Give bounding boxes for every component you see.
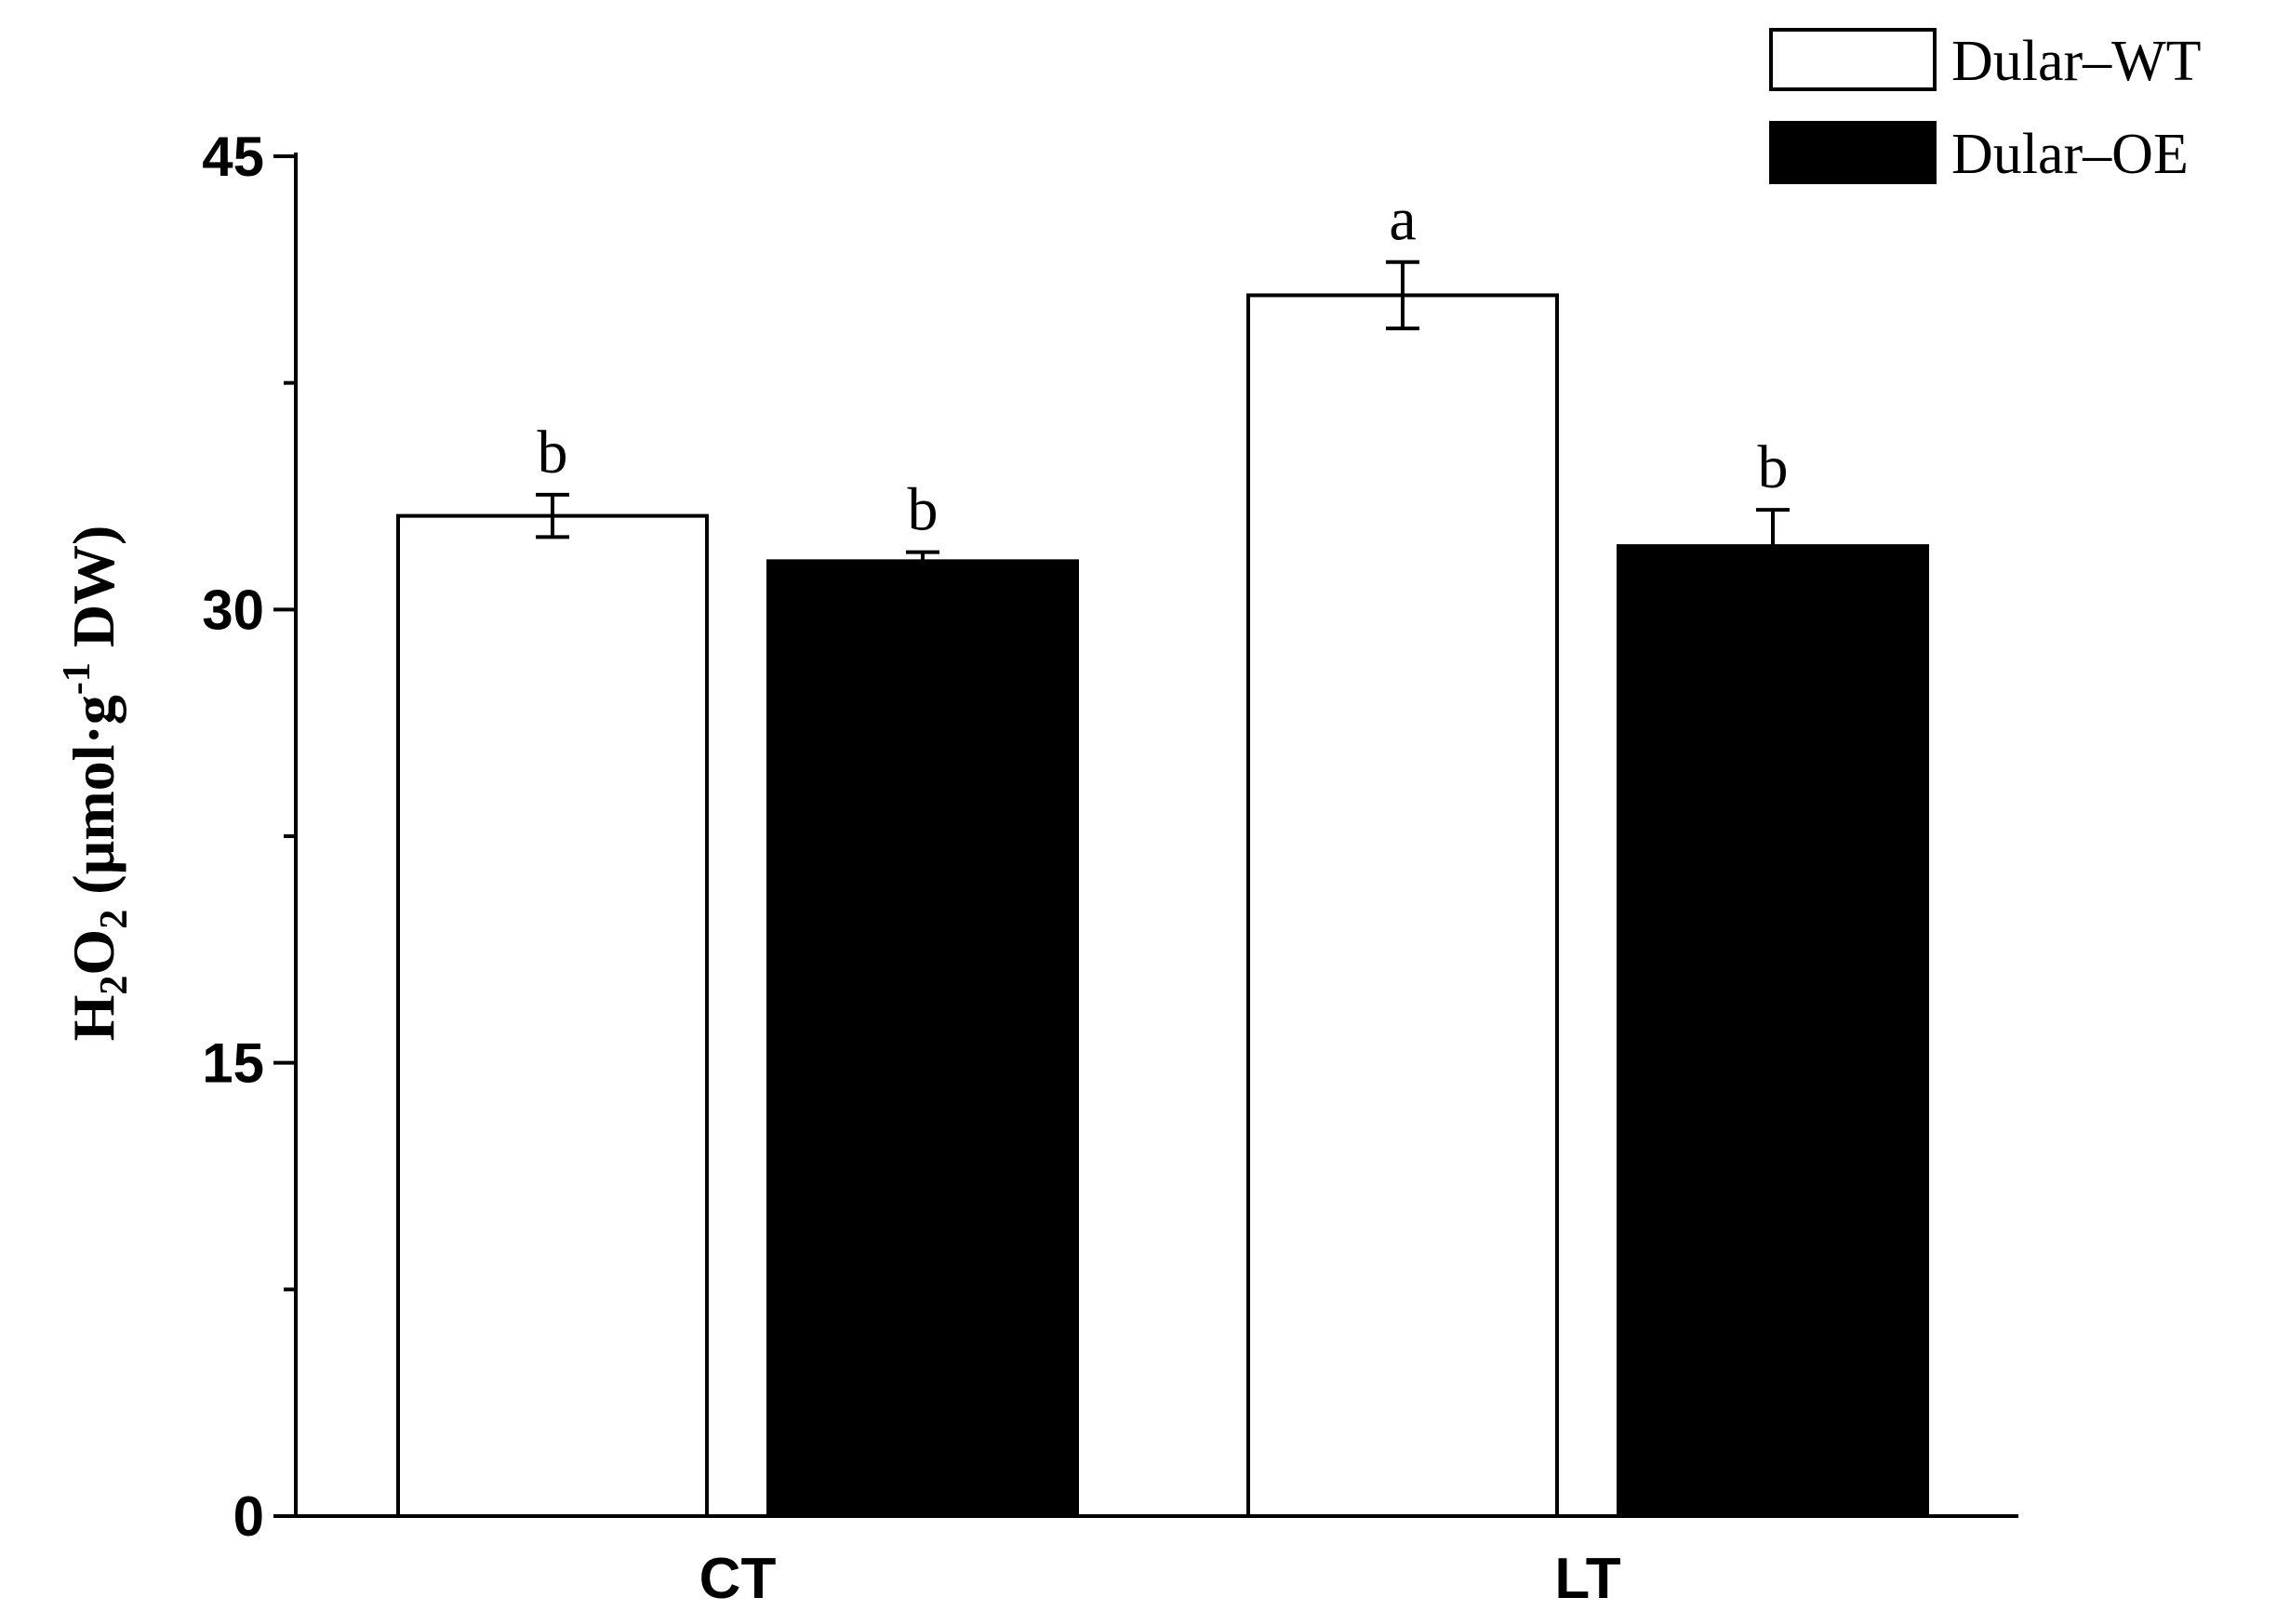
significance-letter: a	[1389, 186, 1416, 254]
legend-swatch	[1769, 121, 1937, 184]
x-category-label: LT	[1554, 1547, 1620, 1611]
significance-letter: b	[908, 476, 939, 544]
bar-ct-oe	[766, 559, 1079, 1519]
y-tick-label: 0	[233, 1485, 264, 1548]
x-category-label: CT	[699, 1547, 777, 1611]
y-axis-ticks: 0 15 30 45	[202, 126, 296, 1548]
legend-label: Dular–OE	[1951, 123, 2189, 186]
x-axis-categories: CT LT	[699, 1547, 1621, 1611]
y-axis-label: H2O2 (µmol·g-1 DW)	[56, 526, 136, 1042]
error-bars	[536, 260, 1790, 585]
significance-labels: b b a b	[538, 186, 1789, 544]
y-tick-label: 15	[202, 1032, 264, 1095]
bars	[396, 293, 1929, 1519]
legend-label: Dular–WT	[1951, 30, 2202, 93]
significance-letter: b	[1758, 433, 1789, 501]
significance-letter: b	[538, 419, 568, 486]
legend-swatch	[1769, 28, 1937, 91]
y-tick-label: 30	[202, 579, 264, 641]
legend: Dular–WT Dular–OE	[1769, 28, 2202, 186]
bar-lt-oe	[1617, 544, 1929, 1518]
y-tick-label: 45	[202, 126, 264, 188]
bar-lt-wt	[1246, 293, 1559, 1519]
bar-ct-wt	[396, 513, 709, 1518]
